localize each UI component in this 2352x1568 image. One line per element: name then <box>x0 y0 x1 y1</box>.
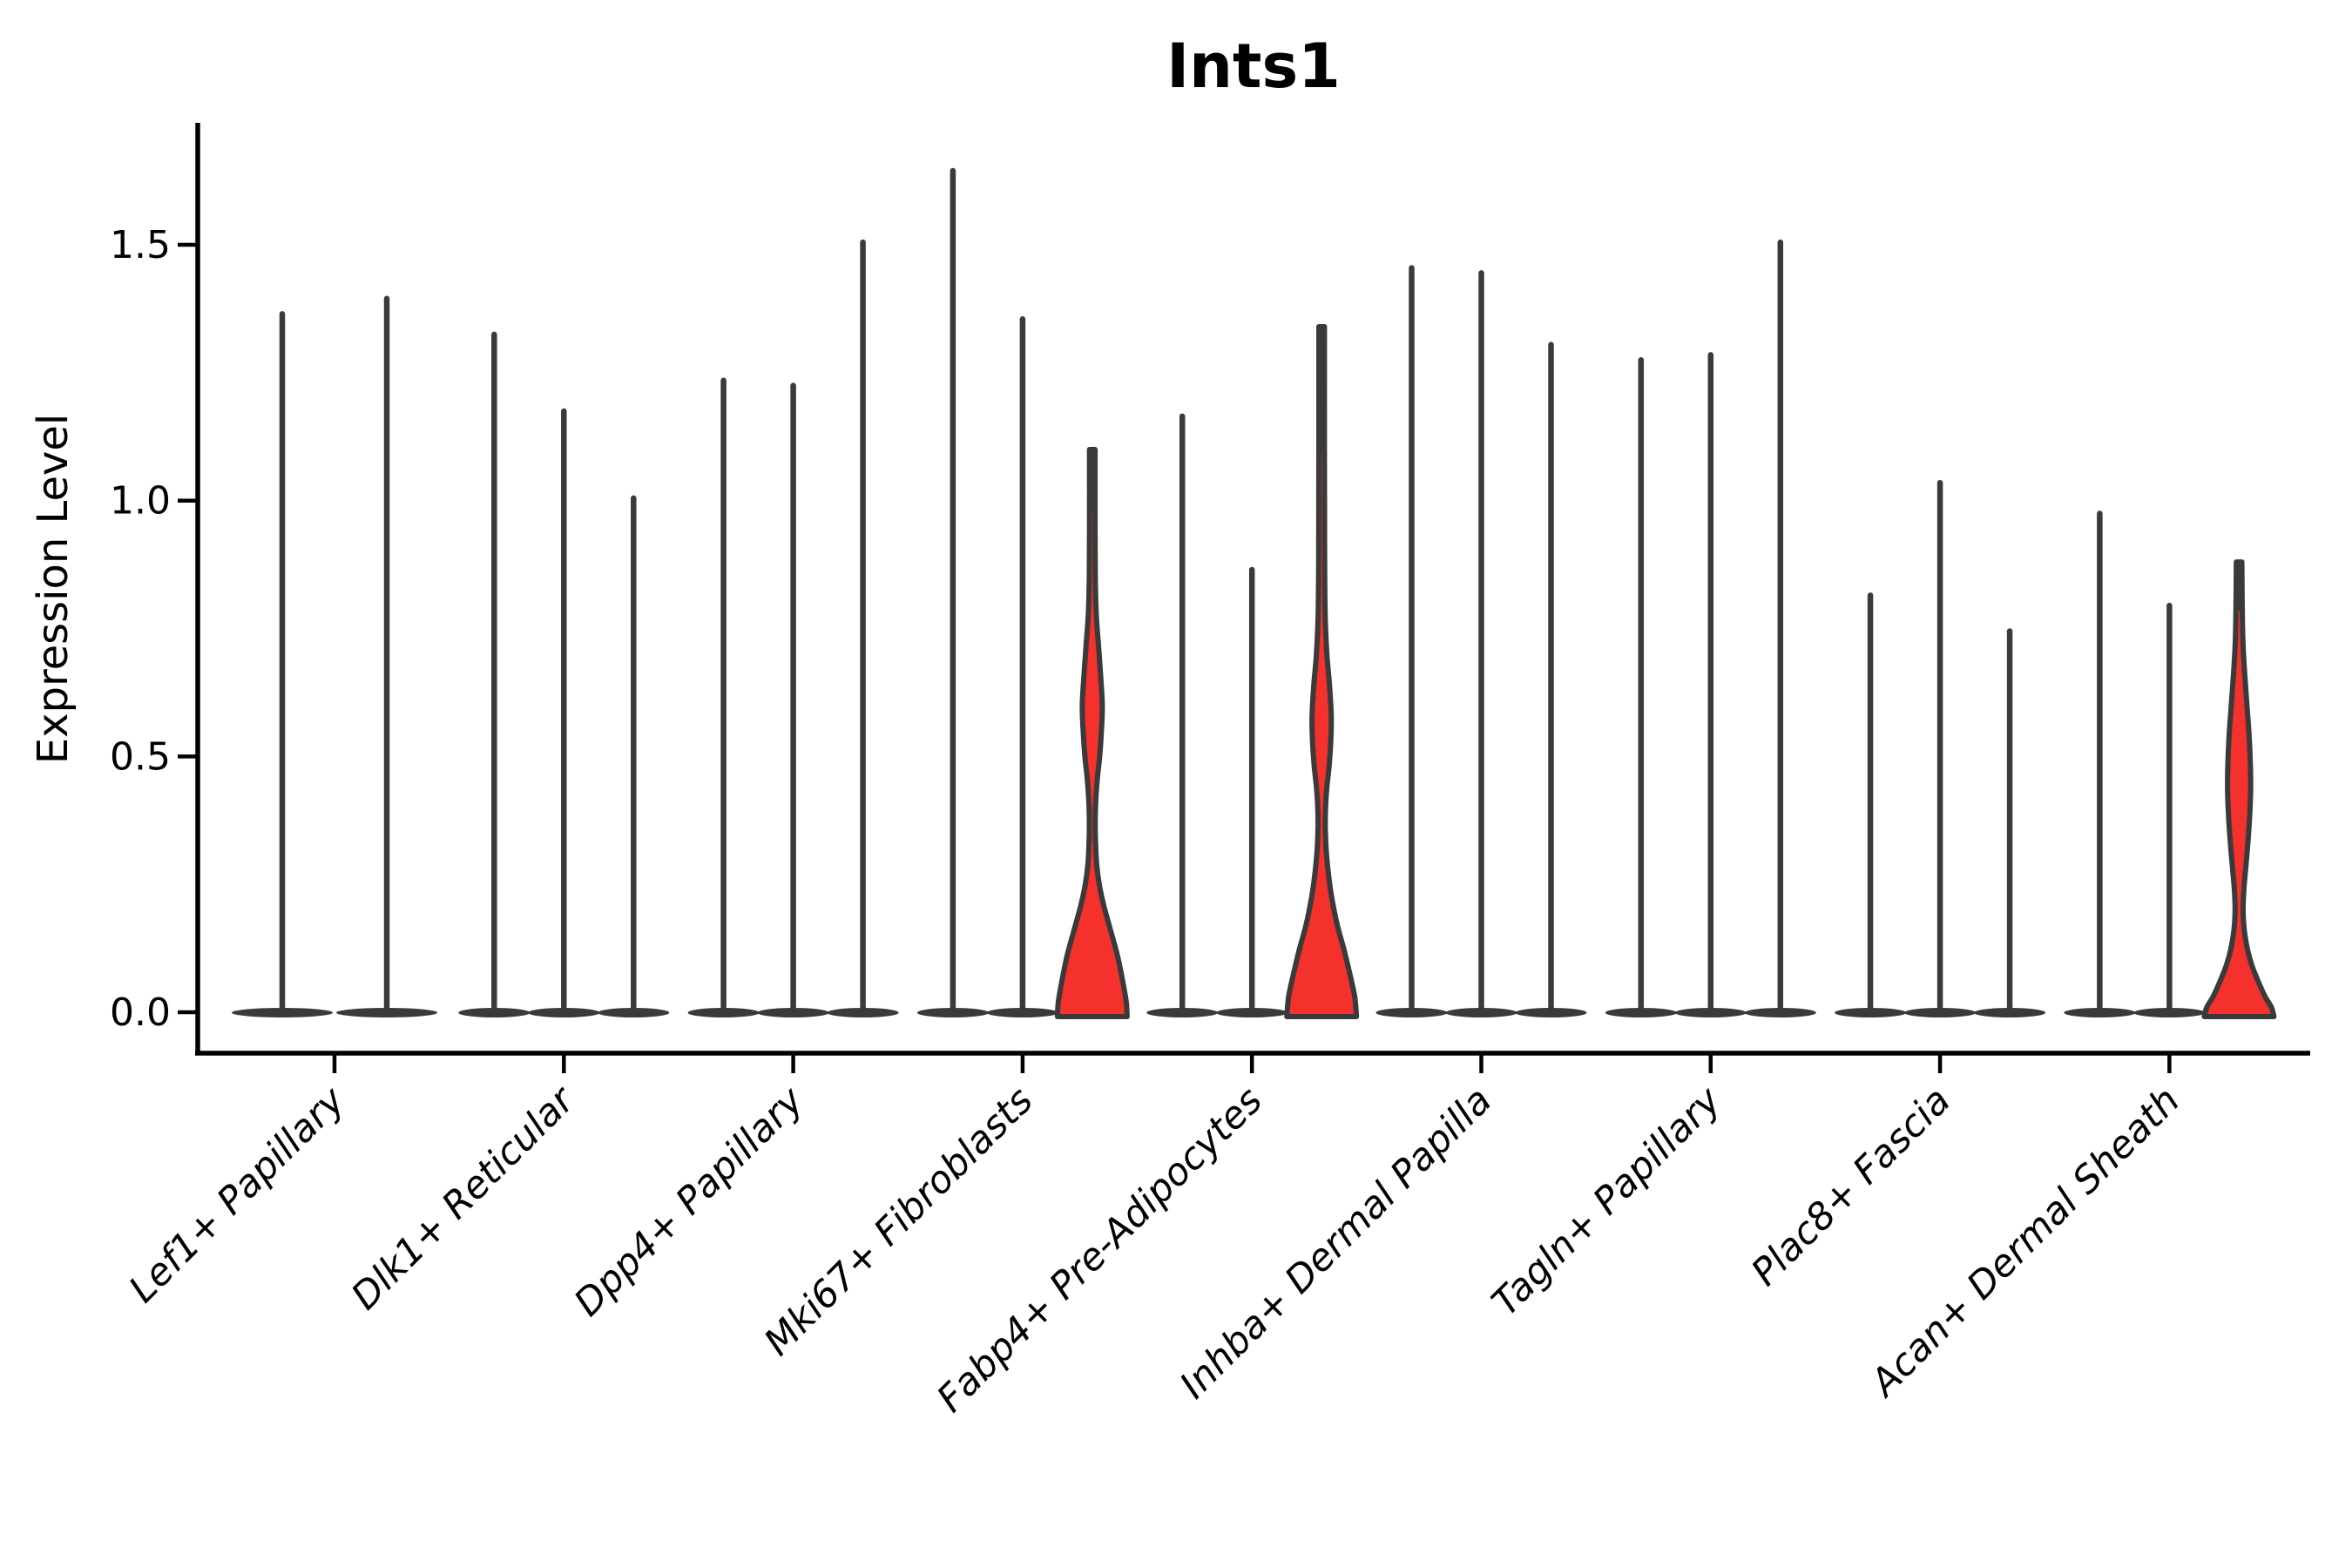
violin-group <box>1605 239 1816 1017</box>
x-tick-label: Dlk1+ Reticular <box>343 1078 585 1319</box>
y-tick-label: 0.5 <box>110 734 171 779</box>
violin-group <box>458 331 670 1017</box>
y-tick-label: 0.0 <box>110 990 171 1035</box>
chart-title: Ints1 <box>1166 30 1341 102</box>
y-tick-label: 1.0 <box>110 479 171 524</box>
violin-group <box>1375 265 1587 1017</box>
violin-group <box>687 239 899 1017</box>
violin-group <box>1835 479 2046 1017</box>
violin-layer <box>232 167 2277 1019</box>
violin-group <box>916 167 1130 1019</box>
violin-group <box>232 295 437 1017</box>
x-tick-label: Tagln+ Papillary <box>1484 1078 1730 1325</box>
x-tick-label: Dpp4+ Papillary <box>566 1078 813 1325</box>
y-tick-label: 1.5 <box>110 223 171 267</box>
x-tick-label: Plac8+ Fascia <box>1743 1078 1959 1294</box>
violin-filled-red <box>2201 559 2277 1019</box>
violin-group <box>1146 324 1360 1019</box>
violin-filled-red <box>1284 324 1360 1019</box>
y-axis-label: Expression Level <box>29 414 78 765</box>
x-tick-label: Lef1+ Papillary <box>121 1078 354 1311</box>
violin-group <box>2064 510 2277 1019</box>
violin-filled-red <box>1054 446 1130 1019</box>
